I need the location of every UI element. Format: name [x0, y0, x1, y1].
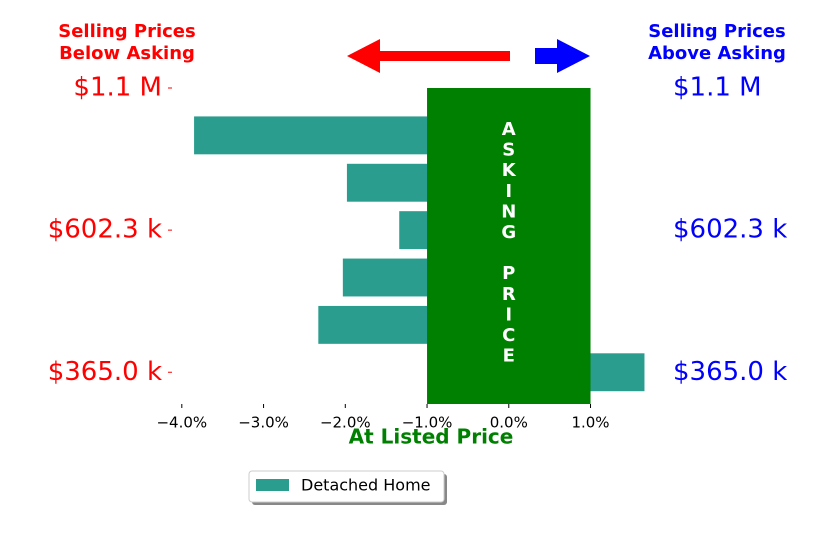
- y2-tick-label: $602.3 k: [673, 215, 787, 245]
- y-tick-label: $365.0 k: [48, 357, 162, 387]
- x-axis-label: At Listed Price: [349, 425, 514, 449]
- y-tick-label: $1.1 M: [73, 73, 162, 103]
- y-tick-label: $602.3 k: [48, 215, 162, 245]
- legend: Detached Home: [248, 470, 447, 505]
- legend-box: [248, 470, 445, 503]
- annotation-right: Selling Prices Above Asking: [648, 21, 786, 64]
- x-tick-label: −2.0%: [320, 414, 371, 432]
- x-tick-label: −3.0%: [238, 414, 289, 432]
- x-tick-label: −4.0%: [156, 414, 207, 432]
- asking-band: [427, 88, 591, 404]
- x-tick-label: −1.0%: [402, 414, 453, 432]
- x-tick-label: 0.0%: [490, 414, 528, 432]
- left-arrow: [347, 39, 510, 73]
- annotation-left: Selling Prices Below Asking: [58, 21, 195, 64]
- right-arrow: [535, 39, 590, 73]
- legend-label: Detached Home: [301, 476, 431, 495]
- x-tick-label: 1.0%: [571, 414, 609, 432]
- legend-swatch: [256, 479, 289, 491]
- y2-tick-label: $365.0 k: [673, 357, 787, 387]
- y2-tick-label: $1.1 M: [673, 73, 762, 103]
